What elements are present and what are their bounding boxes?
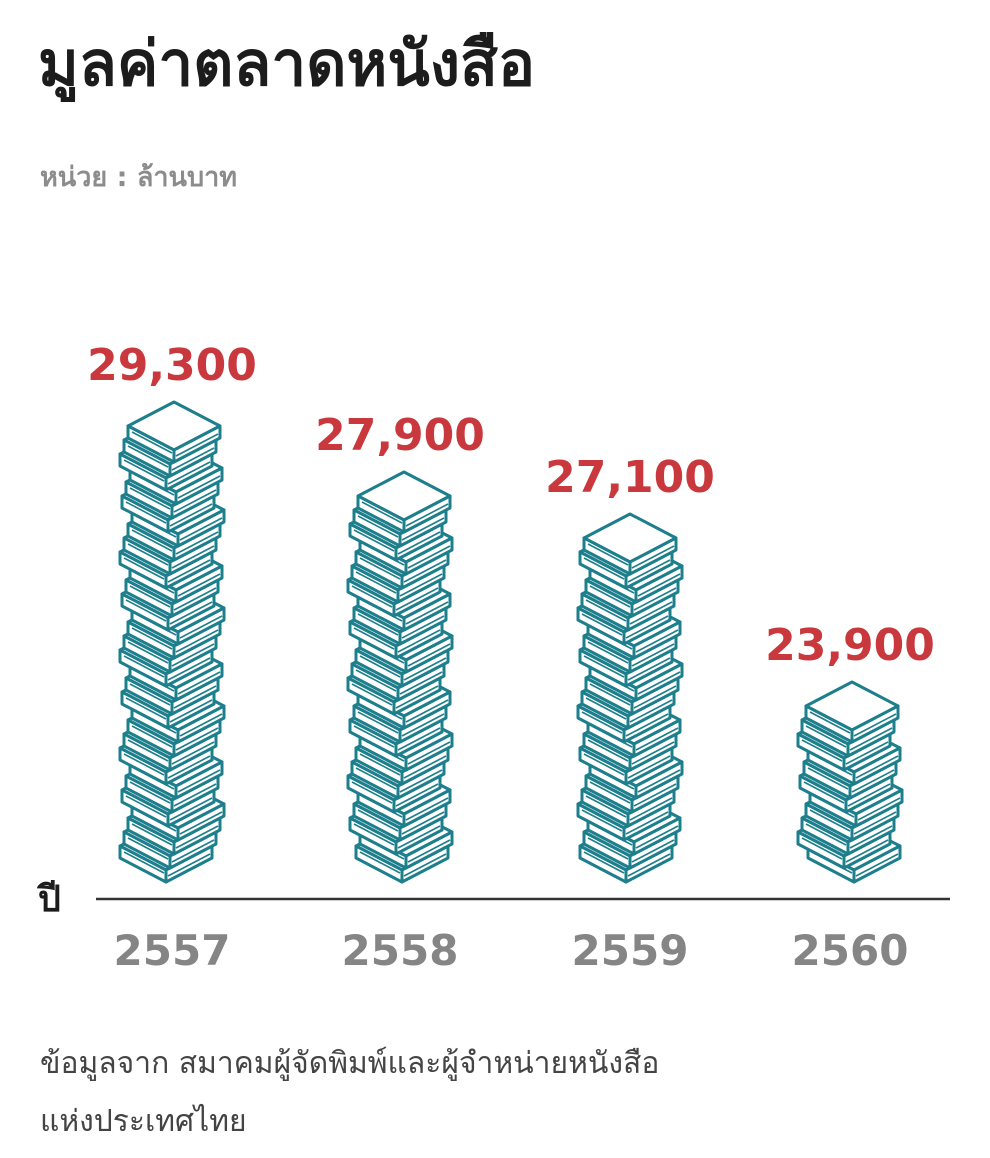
book-stack (346, 470, 454, 884)
source-note: ข้อมูลจาก สมาคมผู้จัดพิมพ์และผู้จำหน่ายห… (40, 1035, 940, 1151)
value-labels: 29,300 27,900 27,100 23,900 (87, 340, 935, 671)
x-axis-title: ปี (36, 879, 61, 920)
unit-label: หน่วย : ล้านบาท (40, 162, 238, 193)
value-label: 27,100 (545, 452, 715, 503)
chart-canvas: 29,300 27,900 27,100 23,900 ปี 2557 2558 2559… (36, 340, 950, 975)
x-tick-label: 2560 (792, 926, 909, 975)
book-stack (118, 400, 226, 884)
x-tick-labels: 2557 2558 2559 2560 (114, 926, 909, 975)
book-stack (576, 512, 684, 884)
value-label: 29,300 (87, 340, 257, 391)
source-line-2: แห่งประเทศไทย (40, 1104, 247, 1139)
chart-title: มูลค่าตลาดหนังสือ (38, 27, 536, 100)
book-stack (796, 680, 904, 884)
x-tick-label: 2559 (572, 926, 689, 975)
x-tick-label: 2558 (342, 926, 459, 975)
source-line-1: ข้อมูลจาก สมาคมผู้จัดพิมพ์และผู้จำหน่ายห… (40, 1046, 660, 1081)
value-label: 27,900 (315, 410, 485, 461)
value-label: 23,900 (765, 620, 935, 671)
x-tick-label: 2557 (114, 926, 231, 975)
